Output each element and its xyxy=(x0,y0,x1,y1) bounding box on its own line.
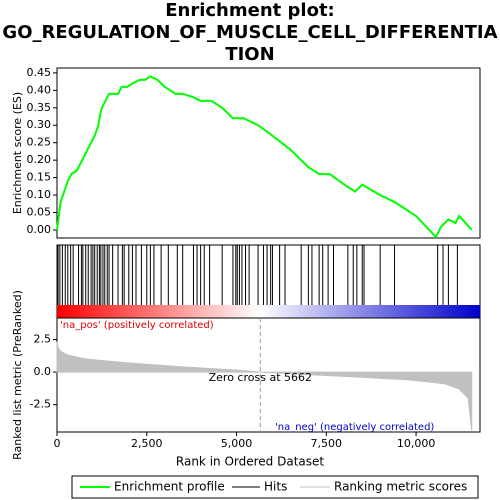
y-tick-label: 0.05 xyxy=(27,206,52,219)
y-tick-label: 0.40 xyxy=(27,83,52,96)
y-tick-label: 0.45 xyxy=(27,66,52,79)
legend-label: Enrichment profile xyxy=(114,480,225,494)
y-tick-label: 0.0 xyxy=(34,365,52,378)
y-tick-label: 0.20 xyxy=(27,153,52,166)
pos-label: 'na_pos' (positively correlated) xyxy=(60,320,214,331)
legend xyxy=(71,475,479,499)
x-tick-label: 7,500 xyxy=(311,437,343,450)
metric-area xyxy=(56,342,473,431)
enrichment-line xyxy=(56,75,473,239)
chart-title: Enrichment plot: GO_REGULATION_OF_MUSCLE… xyxy=(2,0,498,65)
y-tick-label: 0.35 xyxy=(27,101,52,114)
zero-cross-label: Zero cross at 5662 xyxy=(209,371,312,384)
legend-label: Ranking metric scores xyxy=(334,480,467,494)
y-tick-label: 0.00 xyxy=(27,223,52,236)
x-tick-label: 5,000 xyxy=(221,437,253,450)
x-axis-label: Rank in Ordered Dataset xyxy=(176,455,324,469)
color-bar xyxy=(57,305,480,318)
x-tick-label: 2,500 xyxy=(131,437,163,450)
x-tick-label: 0 xyxy=(54,437,61,450)
neg-label: 'na_neg' (negatively correlated) xyxy=(275,422,434,433)
es-frame xyxy=(56,67,481,239)
y-tick-label: 0.30 xyxy=(27,118,52,131)
y-tick-label: 2.5 xyxy=(34,332,52,345)
metric-frame xyxy=(56,317,481,433)
y-tick-label: -2.5 xyxy=(30,398,51,411)
legend-label: Hits xyxy=(264,480,287,494)
y-axis-label: Enrichment score (ES) xyxy=(11,92,24,214)
y-tick-label: 0.25 xyxy=(27,136,52,149)
y-tick-label: 0.15 xyxy=(27,171,52,184)
x-tick-label: 10,000 xyxy=(397,437,436,450)
y-tick-label: 0.10 xyxy=(27,188,52,201)
y-axis-label: Ranked list metric (PreRanked) xyxy=(11,290,24,460)
